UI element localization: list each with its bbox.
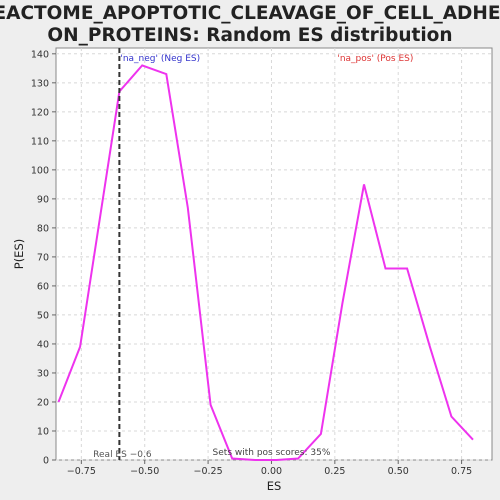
chart-title-line-2: ON_PROTEINS: Random ES distribution bbox=[47, 25, 452, 46]
x-axis-title: ES bbox=[267, 479, 282, 493]
y-tick-label: 10 bbox=[37, 426, 49, 437]
y-tick-label: 30 bbox=[37, 368, 49, 379]
x-tick-label: 0.75 bbox=[451, 466, 472, 477]
grid-y bbox=[56, 53, 492, 461]
y-tick-label: 110 bbox=[31, 136, 49, 147]
y-tick-label: 80 bbox=[37, 223, 49, 234]
y-tick-label: 120 bbox=[31, 107, 49, 118]
y-tick-label: 60 bbox=[37, 281, 49, 292]
y-tick-label: 130 bbox=[31, 78, 49, 89]
chart-title-line-1: REACTOME_APOPTOTIC_CLEAVAGE_OF_CELL_ADHE… bbox=[0, 3, 500, 24]
y-tick-label: 90 bbox=[37, 194, 49, 205]
neg-es-label: 'na_neg' (Neg ES) bbox=[120, 54, 200, 64]
x-tick-label: −0.25 bbox=[194, 466, 223, 477]
x-axis: −0.75 −0.50 −0.25 0.00 0.25 0.50 0.75 bbox=[67, 460, 472, 477]
y-axis: 0 10 20 30 40 50 60 70 80 90 100 110 120 130 140 bbox=[31, 49, 56, 467]
y-axis-title: P(ES) bbox=[12, 239, 26, 269]
grid-x bbox=[80, 48, 463, 460]
y-tick-label: 100 bbox=[31, 165, 49, 176]
y-tick-label: 40 bbox=[37, 339, 49, 350]
y-tick-label: 140 bbox=[31, 49, 49, 60]
y-tick-label: 0 bbox=[43, 456, 49, 467]
x-tick-label: 0.50 bbox=[388, 466, 409, 477]
x-tick-label: −0.50 bbox=[130, 466, 159, 477]
y-tick-label: 70 bbox=[37, 252, 49, 263]
real-es-label: Real ES −0.6 bbox=[93, 450, 152, 460]
sets-pos-scores-label: Sets with pos scores: 35% bbox=[213, 448, 331, 458]
x-tick-label: 0.00 bbox=[261, 466, 282, 477]
pos-es-label: 'na_pos' (Pos ES) bbox=[337, 54, 413, 64]
plot-area bbox=[55, 47, 493, 461]
series-line bbox=[57, 64, 474, 461]
y-tick-label: 20 bbox=[37, 397, 49, 408]
x-tick-label: −0.75 bbox=[67, 466, 96, 477]
y-tick-label: 50 bbox=[37, 310, 49, 321]
x-tick-label: 0.25 bbox=[324, 466, 345, 477]
